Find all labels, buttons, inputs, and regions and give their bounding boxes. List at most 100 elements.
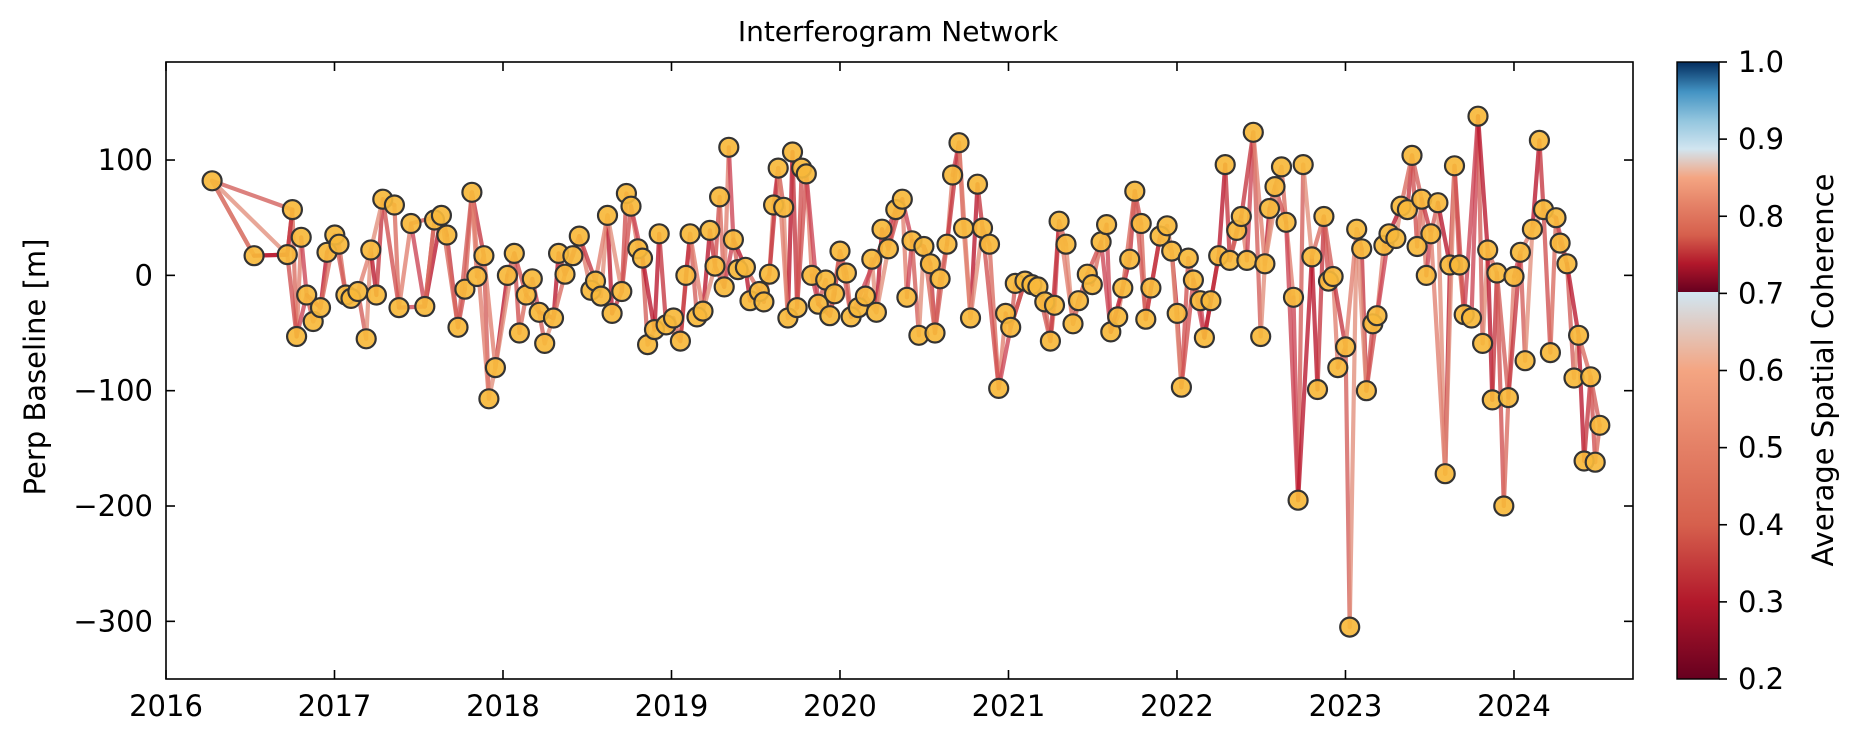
acquisition-point xyxy=(1107,306,1129,328)
acquisition-point xyxy=(611,280,633,303)
interferogram-pair xyxy=(1494,270,1511,400)
acquisition-point xyxy=(1420,223,1442,245)
acquisition-point xyxy=(508,322,531,344)
acquisition-point xyxy=(773,196,795,218)
acquisition-point xyxy=(829,240,851,262)
acquisition-point xyxy=(1486,262,1508,284)
acquisition-point xyxy=(1434,463,1456,485)
acquisition-point xyxy=(675,264,697,286)
acquisition-point xyxy=(296,284,318,306)
interferogram-pair xyxy=(678,231,693,344)
acquisition-point xyxy=(383,194,405,216)
y-axis-label: Perp Baseline [m] xyxy=(18,239,52,496)
acquisition-point xyxy=(620,195,642,217)
interferogram-pair xyxy=(1462,114,1481,317)
acquisition-point xyxy=(1140,277,1162,299)
acquisition-point xyxy=(1589,414,1611,436)
acquisition-point xyxy=(1182,269,1205,291)
acquisition-point xyxy=(1497,387,1520,409)
colorbar-tick-label: 0.8 xyxy=(1738,199,1784,233)
acquisition-point xyxy=(631,247,654,269)
acquisition-point xyxy=(400,212,422,235)
acquisition-point xyxy=(854,285,877,307)
colorbar-tick-label: 0.7 xyxy=(1738,276,1784,310)
colorbar-tick-label: 0.9 xyxy=(1738,122,1784,156)
acquisition-point xyxy=(1214,154,1236,176)
acquisition-point xyxy=(988,377,1010,399)
colorbar-tick-label: 0.4 xyxy=(1738,508,1784,542)
acquisition-point xyxy=(281,199,303,221)
interferogram-pair xyxy=(1258,261,1268,339)
acquisition-point xyxy=(1346,218,1368,240)
x-tick-label: 2024 xyxy=(1477,689,1551,723)
acquisition-point xyxy=(924,322,946,344)
acquisition-point xyxy=(708,186,731,208)
acquisition-point xyxy=(1048,210,1070,232)
acquisition-point xyxy=(328,233,350,255)
acquisition-point xyxy=(1443,155,1466,177)
x-tick-label: 2023 xyxy=(1309,689,1383,723)
chart-title: Interferogram Network xyxy=(738,15,1059,48)
interferogram-pair xyxy=(380,197,402,310)
acquisition-point xyxy=(1355,380,1378,402)
acquisition-point xyxy=(562,245,584,267)
acquisition-point xyxy=(1460,307,1483,329)
acquisition-point xyxy=(1124,180,1146,202)
colorbar-ticks: 1.0 0.9 0.8 0.7 0.6 0.5 0.4 0.3 0.2 xyxy=(1719,45,1784,696)
colorbar-label: Average Spatial Coherence xyxy=(1806,174,1840,567)
acquisition-point xyxy=(819,305,841,327)
acquisition-point xyxy=(795,163,817,185)
acquisition-point xyxy=(1503,265,1525,288)
acquisition-point xyxy=(1067,290,1090,312)
acquisition-point xyxy=(662,307,685,329)
acquisition-point xyxy=(201,170,223,192)
acquisition-point xyxy=(941,164,964,186)
acquisition-point xyxy=(554,263,576,285)
acquisition-point xyxy=(1477,239,1499,261)
interferogram-pair xyxy=(1347,227,1359,630)
acquisition-point xyxy=(496,264,518,286)
interferogram-pair xyxy=(408,221,427,309)
acquisition-point xyxy=(948,132,970,154)
acquisition-point xyxy=(1282,286,1305,308)
acquisition-point xyxy=(1313,205,1335,228)
acquisition-point xyxy=(722,229,745,251)
acquisition-point xyxy=(1166,302,1188,324)
acquisition-point xyxy=(1135,308,1157,330)
acquisition-point xyxy=(1521,218,1544,240)
interferogram-pair xyxy=(619,204,634,294)
acquisition-point xyxy=(767,157,789,179)
acquisition-point xyxy=(1264,176,1286,198)
acquisition-point xyxy=(360,239,382,261)
acquisition-point xyxy=(1200,290,1222,312)
acquisition-point xyxy=(542,307,565,329)
acquisition-point xyxy=(978,233,1001,255)
acquisition-point xyxy=(786,297,808,319)
acquisition-point xyxy=(877,238,900,260)
interferogram-pair xyxy=(1522,227,1535,363)
y-tick-label: −300 xyxy=(73,604,153,638)
interferogram-pair xyxy=(1295,162,1306,503)
interferogram-pair xyxy=(593,213,610,284)
acquisition-point xyxy=(1301,246,1323,268)
acquisition-point xyxy=(871,218,893,240)
acquisition-point xyxy=(734,256,757,278)
acquisition-point xyxy=(1287,489,1309,511)
interferogram-pair xyxy=(944,140,962,247)
acquisition-point xyxy=(1039,330,1062,352)
colorbar-tick-label: 1.0 xyxy=(1738,45,1784,79)
acquisition-point xyxy=(461,181,483,203)
interferogram-pair xyxy=(767,166,781,277)
colorbar-tick-label: 0.6 xyxy=(1738,354,1784,388)
acquisition-point xyxy=(704,255,726,277)
x-tick-label: 2018 xyxy=(466,689,540,723)
acquisition-point xyxy=(447,316,469,338)
acquisition-point xyxy=(601,302,623,324)
interferogram-pair xyxy=(396,221,414,310)
acquisition-point xyxy=(648,223,670,245)
acquisition-point xyxy=(1406,235,1428,258)
interferogram-pair xyxy=(1295,254,1315,503)
acquisition-point xyxy=(466,265,488,288)
acquisition-point xyxy=(590,285,612,307)
interferogram-pair xyxy=(1564,261,1581,338)
